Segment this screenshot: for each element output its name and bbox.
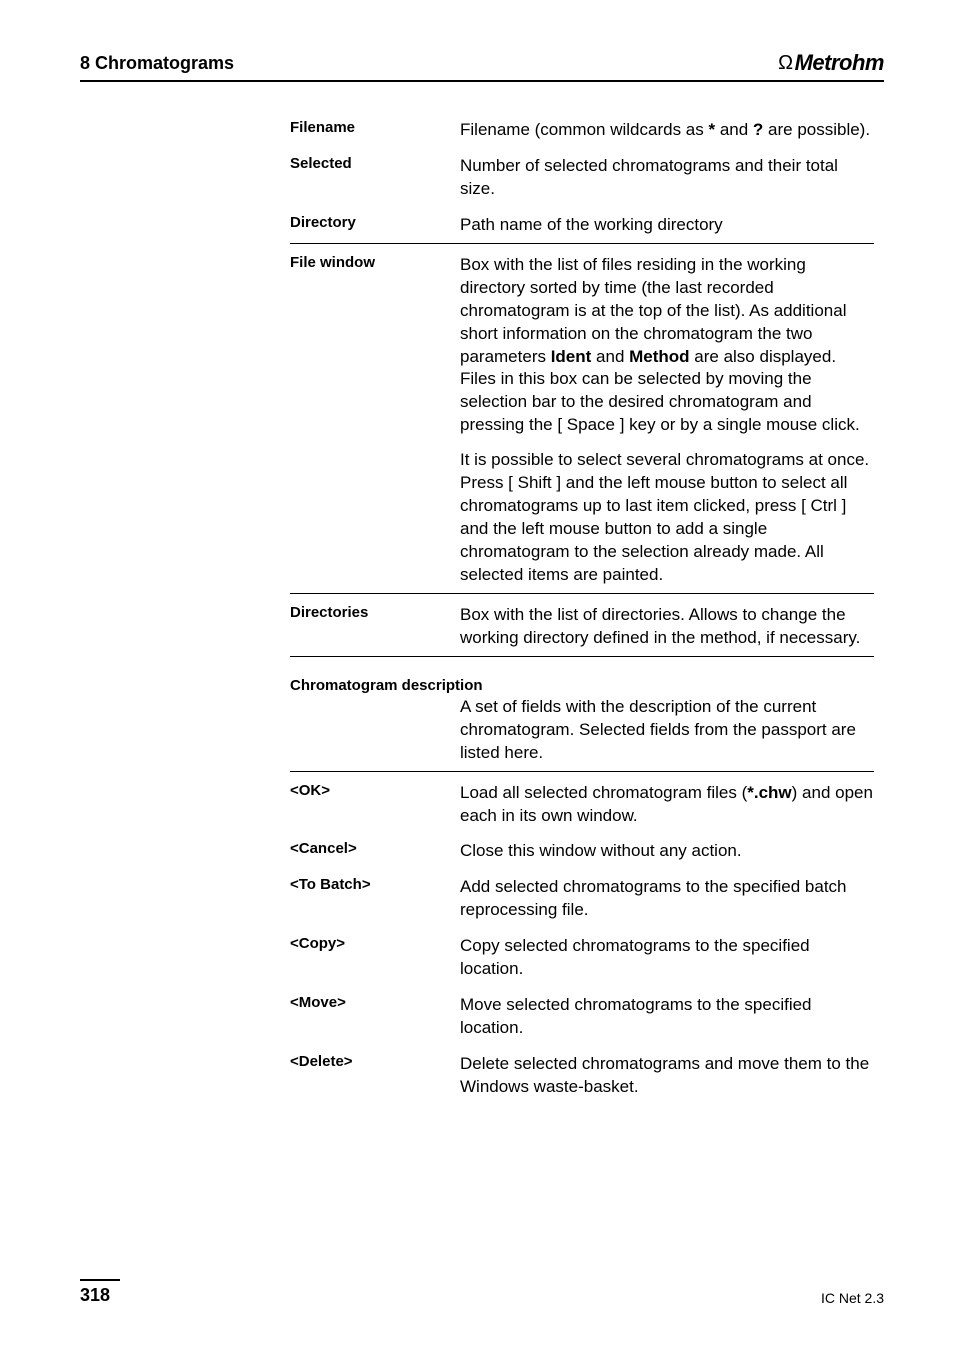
definition-term: <To Batch> xyxy=(290,876,460,893)
definition-term: <Cancel> xyxy=(290,840,460,857)
page-number: 318 xyxy=(80,1279,120,1306)
brand-text: Metrohm xyxy=(795,50,884,76)
definition-term: <Copy> xyxy=(290,935,460,952)
definition-row: <Cancel>Close this window without any ac… xyxy=(290,833,874,869)
definition-desc: Box with the list of files residing in t… xyxy=(460,254,874,587)
section-title: 8 Chromatograms xyxy=(80,53,234,74)
definition-desc: Close this window without any action. xyxy=(460,840,874,863)
definition-row: <Move>Move selected chromatograms to the… xyxy=(290,987,874,1046)
definition-term: <Move> xyxy=(290,994,460,1011)
definition-desc: Add selected chromatograms to the specif… xyxy=(460,876,874,922)
definition-span-row: Chromatogram descriptionA set of fields … xyxy=(290,656,874,771)
definition-desc: Box with the list of directories. Allows… xyxy=(460,604,874,650)
definition-desc: Number of selected chromatograms and the… xyxy=(460,155,874,201)
definition-row: DirectoryPath name of the working direct… xyxy=(290,207,874,243)
definition-term: Selected xyxy=(290,155,460,172)
definition-desc: Delete selected chromatograms and move t… xyxy=(460,1053,874,1099)
definition-row: DirectoriesBox with the list of director… xyxy=(290,593,874,656)
definition-term: <OK> xyxy=(290,782,460,799)
definition-row: <Delete>Delete selected chromatograms an… xyxy=(290,1046,874,1105)
definition-term: Directories xyxy=(290,604,460,621)
definition-term: <Delete> xyxy=(290,1053,460,1070)
definition-term: File window xyxy=(290,254,460,271)
page-footer: 318 IC Net 2.3 xyxy=(80,1279,884,1306)
brand-logo: ΩMetrohm xyxy=(778,50,884,76)
omega-icon: Ω xyxy=(778,52,792,75)
definition-term: Directory xyxy=(290,214,460,231)
page-header: 8 Chromatograms ΩMetrohm xyxy=(80,50,884,82)
definition-row: <OK>Load all selected chromatogram files… xyxy=(290,771,874,834)
definition-row: File windowBox with the list of files re… xyxy=(290,243,874,593)
definition-row: FilenameFilename (common wildcards as * … xyxy=(290,112,874,148)
definition-term: Filename xyxy=(290,119,460,136)
definition-desc: Load all selected chromatogram files (*.… xyxy=(460,782,874,828)
definition-desc: Move selected chromatograms to the speci… xyxy=(460,994,874,1040)
definition-desc: Copy selected chromatograms to the speci… xyxy=(460,935,874,981)
definition-desc: A set of fields with the description of … xyxy=(460,696,874,765)
definition-row: <To Batch>Add selected chromatograms to … xyxy=(290,869,874,928)
definition-desc: Filename (common wildcards as * and ? ar… xyxy=(460,119,874,142)
definition-row: SelectedNumber of selected chromatograms… xyxy=(290,148,874,207)
definition-term: Chromatogram description xyxy=(290,667,874,696)
definition-row: <Copy>Copy selected chromatograms to the… xyxy=(290,928,874,987)
footer-version: IC Net 2.3 xyxy=(821,1290,884,1306)
definition-desc: Path name of the working directory xyxy=(460,214,874,237)
definition-list: FilenameFilename (common wildcards as * … xyxy=(290,112,874,1105)
